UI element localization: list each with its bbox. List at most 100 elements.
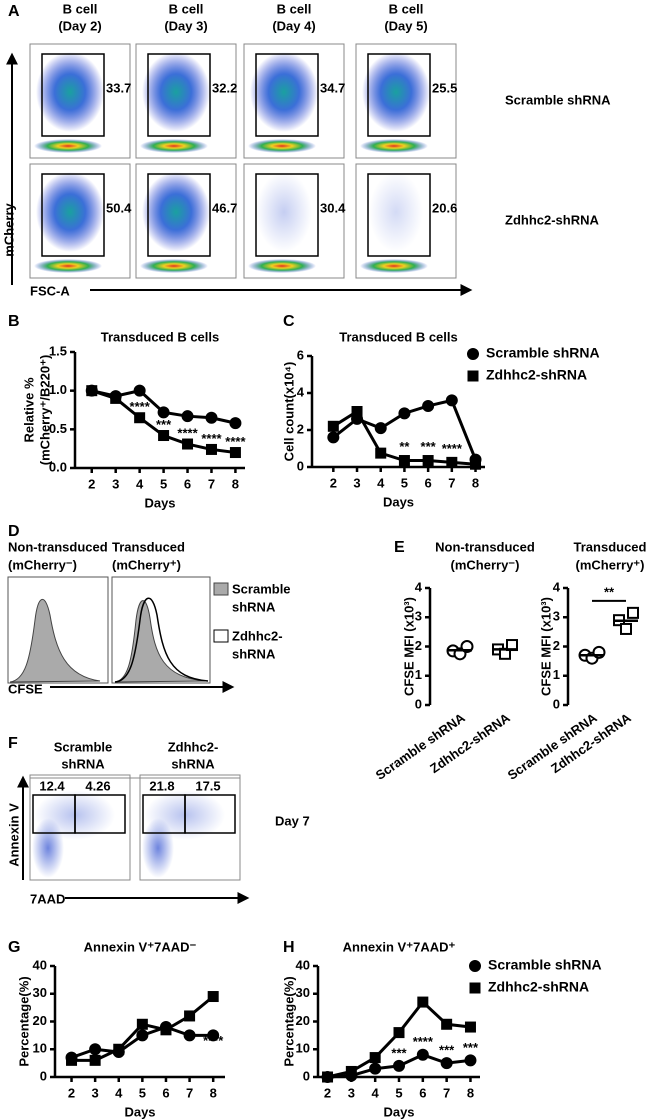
marker [229,447,241,459]
note: Day 7 [275,813,310,828]
x-tick-label: 8 [472,475,479,490]
gate-value: 17.5 [195,778,220,793]
flow-cluster [362,52,430,132]
x-tick-label: 4 [115,1085,123,1100]
significance: **** [442,441,463,456]
panel-label: E [394,539,405,556]
x-tick-label: 6 [425,475,432,490]
marker [229,417,242,430]
gate-value: 4.26 [85,778,110,793]
gate-value: 12.4 [39,778,65,793]
y-tick-label: 0 [553,696,560,711]
flow-base [248,139,316,153]
legend-label: Scramble [232,581,291,596]
marker [183,1029,196,1042]
gate-value: 50.4 [106,200,132,215]
flow-cluster [36,52,104,132]
gate-value: 34.7 [320,80,345,95]
gate [147,173,211,257]
axis-label: Annexin V [6,803,21,867]
marker [181,410,194,423]
marker [133,384,146,397]
y-tick-label: 1 [415,667,422,682]
flow-cluster [142,52,210,132]
x-tick-label: 6 [419,1085,426,1100]
y-tick-label: 1 [553,667,560,682]
marker [369,1062,382,1075]
y-tick-label: 10 [33,1041,47,1056]
marker [398,455,410,467]
marker [110,392,122,404]
gate-value: 33.7 [106,80,131,95]
x-axis-label: Days [144,495,175,510]
flow-cluster [256,172,312,252]
marker [327,431,340,444]
panel-header: (mCherry⁻) [8,557,77,572]
x-tick-label: 4 [372,1085,380,1100]
x-tick-label: 3 [112,476,119,491]
y-axis-label: CFSE MFI (x10³) [401,597,416,696]
x-axis-label: Days [383,1104,414,1119]
marker [393,1027,405,1039]
chart-title: Annexin V⁺7AAD⁺ [343,939,456,954]
panel-header: shRNA [61,756,105,771]
column-title: B cell [389,1,424,16]
column-title: (Day 3) [164,18,207,33]
y-tick-label: 10 [296,1041,310,1056]
x-tick-label: 3 [92,1085,99,1100]
histogram-scramble [9,599,101,683]
gate-value: 20.6 [432,200,457,215]
flow-cluster [250,52,318,132]
axis-label: FSC-A [30,283,70,298]
flow-cluster [142,172,210,252]
y-axis-label: Relative % [21,377,36,442]
x-tick-label: 5 [160,476,167,491]
legend-label: shRNA [232,646,276,661]
panel-label: F [8,735,18,752]
significance: *** [156,417,172,432]
y-tick-label: 2 [553,638,560,653]
marker [422,399,435,412]
y-tick-label: 4 [297,384,305,399]
marker [158,430,170,442]
x-tick-label: 7 [448,475,455,490]
x-tick-label: 2 [88,476,95,491]
column-title: (Day 4) [272,18,315,33]
axis-label: mCherry [1,202,16,256]
marker [441,1018,453,1030]
row-label: Scramble shRNA [505,92,611,107]
gate-value: 32.2 [212,80,237,95]
y-tick-label: 3 [415,609,422,624]
marker [422,455,434,467]
gate [255,173,319,257]
legend-label: Scramble shRNA [488,957,602,973]
marker [345,1065,357,1077]
column-title: B cell [169,1,204,16]
x-tick-label: 3 [348,1085,355,1100]
gate-value: 25.5 [432,80,457,95]
panel-header: Zdhhc2- [168,739,219,754]
significance: **** [203,1033,224,1048]
legend-label: Zdhhc2- [232,628,283,643]
chart-title: (mCherry⁺) [576,557,645,572]
legend-label: Zdhhc2-shRNA [486,367,587,383]
flow-base [140,259,208,273]
marker [440,1057,453,1070]
x-tick-label: 7 [208,476,215,491]
axis-label: 7AAD [30,891,65,906]
significance: **** [201,431,222,446]
x-tick-label: 6 [184,476,191,491]
y-tick-label: 3 [553,609,560,624]
y-tick-label: 4 [553,579,561,594]
chart-title: Non-transduced [435,539,535,554]
significance: **** [225,434,246,449]
marker [184,1010,196,1022]
x-tick-label: 5 [139,1085,146,1100]
histogram-scramble [114,600,206,683]
histogram-frame [7,576,109,684]
x-tick-label: 4 [377,475,385,490]
flow-base [34,139,102,153]
flow-base [140,139,208,153]
panel-header: Transduced [112,539,185,554]
